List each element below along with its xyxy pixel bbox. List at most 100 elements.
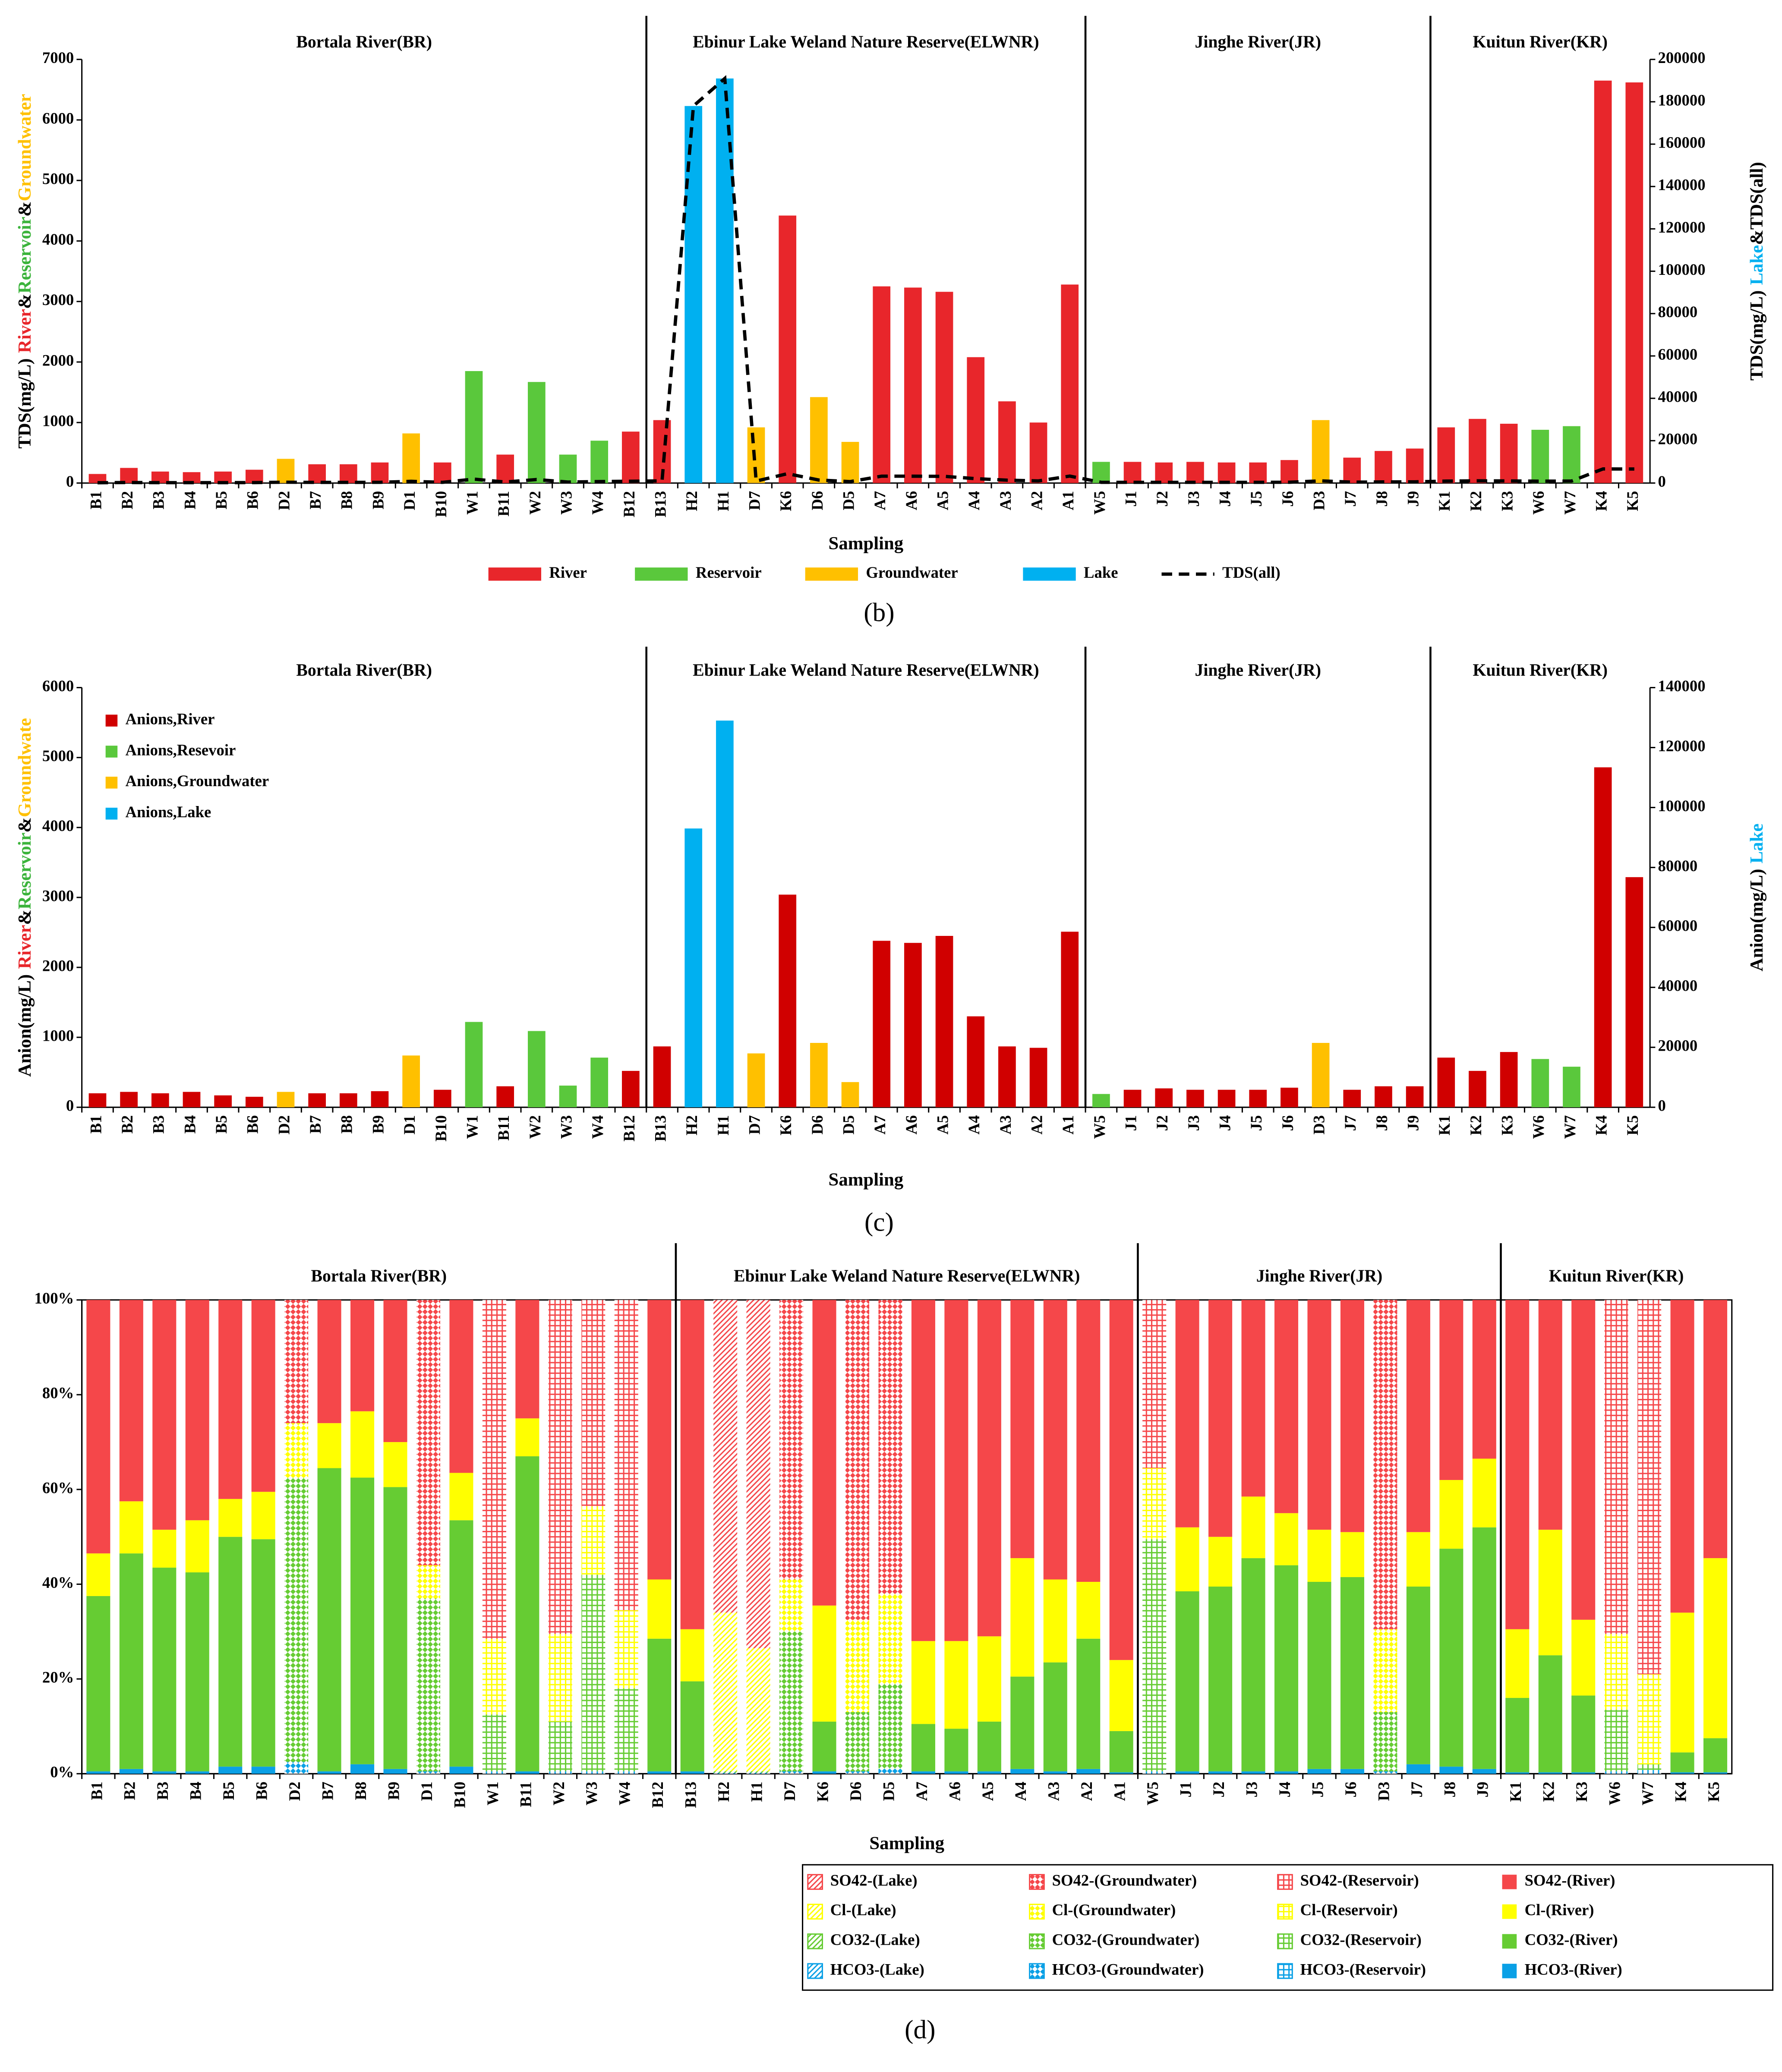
bar-segment <box>383 1487 407 1769</box>
x-tick-label: B13 <box>651 1115 669 1142</box>
x-tick-label: W1 <box>484 1782 501 1805</box>
bar <box>1029 422 1047 483</box>
legend-swatch <box>105 777 118 789</box>
y2-tick-label: 60000 <box>1658 917 1697 935</box>
bar <box>1092 1094 1110 1108</box>
y2-tick-label: 40000 <box>1658 388 1697 406</box>
bar-segment <box>1670 1752 1694 1773</box>
bar <box>1029 1048 1047 1108</box>
bar-segment <box>416 1300 441 1565</box>
legend-swatch <box>105 807 118 820</box>
bar <box>904 287 922 483</box>
bar-segment <box>581 1506 606 1575</box>
bar-segment <box>1670 1772 1694 1774</box>
x-tick-label: D7 <box>745 491 763 510</box>
bar-segment <box>449 1520 473 1767</box>
axis-title-part: Reservoir <box>15 217 35 293</box>
legend-label: Anions,River <box>126 710 215 727</box>
y-tick-label: 40% <box>42 1574 74 1591</box>
bar-segment <box>1538 1772 1562 1774</box>
bar-segment <box>878 1300 902 1594</box>
y2-tick-label: 200000 <box>1658 49 1705 66</box>
bar <box>151 1093 169 1108</box>
x-tick-label: K5 <box>1705 1782 1722 1802</box>
region-label: Jinghe River(JR) <box>1195 32 1321 51</box>
bar-segment <box>779 1631 804 1772</box>
x-tick-label: A2 <box>1078 1782 1095 1801</box>
axis-title-part: Groundwater <box>15 94 35 202</box>
x-tick-label: A2 <box>1028 1115 1045 1135</box>
bar-segment <box>1670 1300 1694 1613</box>
x-tick-label: B7 <box>306 491 324 510</box>
legend-swatch <box>1502 1874 1517 1889</box>
bar-segment <box>812 1300 836 1606</box>
bar <box>904 943 922 1108</box>
y-tick-label: 6000 <box>42 109 74 127</box>
bar-segment <box>647 1300 672 1580</box>
x-tick-label: B2 <box>118 1115 136 1134</box>
bar-segment <box>1241 1771 1265 1774</box>
x-tick-label: K4 <box>1672 1782 1690 1802</box>
bar <box>559 1085 577 1108</box>
bar-segment <box>680 1771 704 1774</box>
x-tick-label: B5 <box>212 491 230 510</box>
bar-segment <box>911 1641 935 1724</box>
y-tick-label: 2000 <box>42 957 74 974</box>
x-tick-label: K1 <box>1435 491 1453 511</box>
bar-segment <box>1010 1300 1035 1559</box>
y-tick-label: 20% <box>42 1669 74 1686</box>
x-tick-label: W1 <box>463 491 481 515</box>
x-tick-label: A3 <box>997 1115 1014 1135</box>
y-tick-label: 100% <box>35 1289 74 1307</box>
bar-segment <box>680 1629 704 1682</box>
bar-segment <box>1472 1300 1496 1459</box>
bar-segment <box>449 1473 473 1521</box>
axis-title-part: & <box>15 201 35 217</box>
x-tick-label: D5 <box>839 491 857 510</box>
bar-segment <box>1307 1300 1331 1530</box>
bar-segment <box>1439 1480 1463 1549</box>
legend-label: Groundwater <box>866 564 958 581</box>
bar <box>967 357 985 483</box>
legend-box <box>802 1864 1774 1991</box>
bar <box>1155 462 1173 483</box>
x-tick-label: W6 <box>1530 1115 1547 1139</box>
bar-segment <box>944 1729 968 1772</box>
bar <box>402 1055 420 1108</box>
bar-segment <box>779 1300 804 1580</box>
x-tick-label: D5 <box>839 1115 857 1135</box>
region-label: Bortala River(BR) <box>296 661 432 680</box>
bar-segment <box>1142 1539 1167 1772</box>
bar <box>1155 1088 1173 1108</box>
region-label: Kuitun River(KR) <box>1549 1266 1684 1285</box>
bar-segment <box>1637 1770 1662 1774</box>
bar <box>1531 1059 1549 1108</box>
bar-segment <box>944 1300 968 1641</box>
bar-segment <box>1142 1300 1167 1468</box>
bar <box>245 469 263 483</box>
x-tick-label: K3 <box>1498 1115 1516 1136</box>
bar-segment <box>86 1300 110 1554</box>
bar <box>810 1043 828 1108</box>
bar <box>1469 1071 1486 1108</box>
x-tick-label: A4 <box>965 1115 983 1135</box>
axis-title: TDS(mg/L) Lake&TDS(all) <box>1747 162 1767 381</box>
bar-segment <box>119 1300 143 1502</box>
bar <box>653 1046 671 1108</box>
bar-segment <box>86 1771 110 1774</box>
legend-label: SO42-(Lake) <box>830 1871 918 1889</box>
bar-segment <box>515 1456 539 1772</box>
bar-segment <box>680 1681 704 1772</box>
bar-segment <box>185 1572 209 1772</box>
bar-segment <box>614 1771 638 1774</box>
bar-segment <box>152 1771 177 1774</box>
x-tick-label: B13 <box>682 1782 700 1808</box>
x-tick-label: B3 <box>150 491 167 510</box>
bar-segment <box>647 1771 672 1774</box>
bar-segment <box>944 1771 968 1774</box>
bar-segment <box>1340 1577 1364 1769</box>
bar <box>339 464 357 483</box>
bar-segment <box>482 1714 506 1772</box>
legend-label: CO32-(Lake) <box>830 1931 920 1949</box>
legend-label: SO42-(Reservoir) <box>1300 1871 1419 1889</box>
